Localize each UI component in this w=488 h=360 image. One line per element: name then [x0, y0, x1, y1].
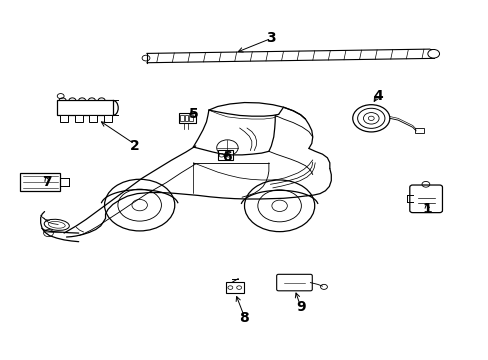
Text: 5: 5 [188, 107, 198, 121]
FancyBboxPatch shape [20, 173, 60, 192]
FancyBboxPatch shape [104, 115, 112, 122]
FancyBboxPatch shape [179, 115, 183, 121]
FancyBboxPatch shape [184, 115, 188, 121]
FancyBboxPatch shape [414, 129, 423, 134]
FancyBboxPatch shape [189, 115, 193, 121]
FancyBboxPatch shape [276, 274, 312, 291]
FancyBboxPatch shape [409, 185, 442, 213]
Text: 1: 1 [422, 202, 431, 216]
FancyBboxPatch shape [89, 115, 97, 122]
FancyBboxPatch shape [57, 100, 113, 116]
Text: 9: 9 [295, 300, 305, 314]
Text: 8: 8 [239, 311, 249, 325]
Text: 7: 7 [42, 175, 52, 189]
Text: 6: 6 [222, 150, 232, 164]
FancyBboxPatch shape [75, 115, 82, 122]
FancyBboxPatch shape [178, 113, 195, 123]
Text: 4: 4 [373, 89, 383, 103]
FancyBboxPatch shape [217, 150, 233, 160]
Text: 2: 2 [130, 139, 140, 153]
FancyBboxPatch shape [60, 115, 68, 122]
FancyBboxPatch shape [225, 282, 244, 293]
Text: 3: 3 [266, 31, 276, 45]
